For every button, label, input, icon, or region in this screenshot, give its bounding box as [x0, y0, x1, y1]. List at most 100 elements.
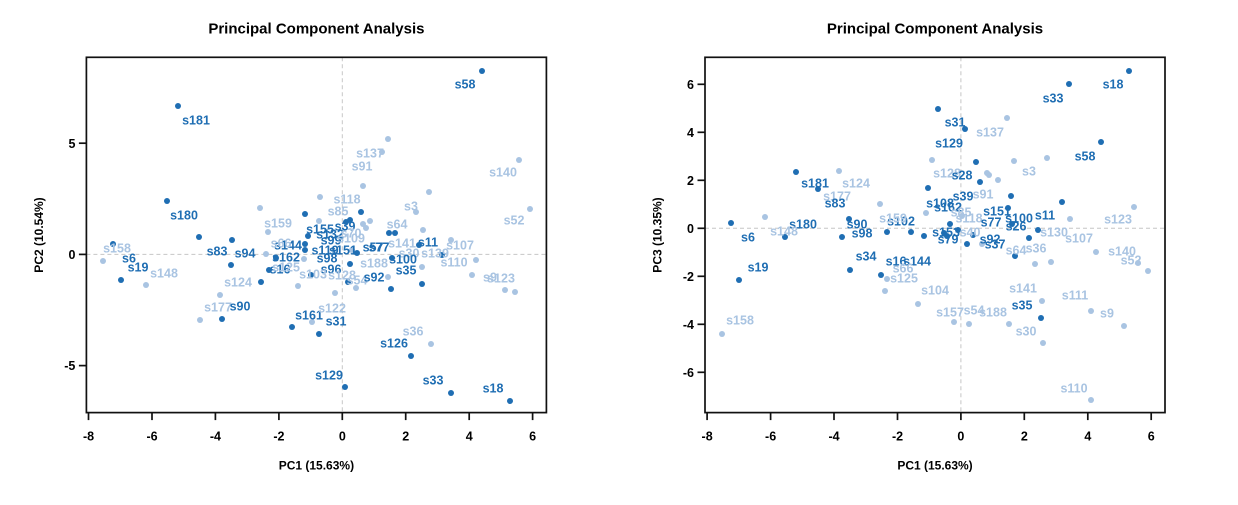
svg-text:s141: s141 — [1009, 282, 1037, 296]
svg-text:s92: s92 — [364, 271, 385, 285]
svg-text:-6: -6 — [146, 430, 157, 444]
svg-text:s148: s148 — [150, 267, 178, 281]
svg-text:s91: s91 — [352, 160, 373, 174]
svg-text:PC1 (15.63%): PC1 (15.63%) — [897, 459, 972, 473]
svg-text:s33: s33 — [423, 374, 444, 388]
svg-text:s9: s9 — [1100, 307, 1114, 321]
svg-text:Principal Component Analysis: Principal Component Analysis — [827, 20, 1043, 37]
svg-text:-5: -5 — [64, 359, 75, 373]
svg-text:s158: s158 — [726, 314, 754, 328]
svg-text:s58: s58 — [455, 78, 476, 92]
svg-text:s34: s34 — [856, 250, 877, 264]
svg-text:s30: s30 — [399, 247, 420, 261]
svg-text:s35: s35 — [396, 264, 417, 278]
svg-text:s83: s83 — [825, 197, 846, 211]
svg-text:s137: s137 — [976, 126, 1004, 140]
svg-text:s118: s118 — [955, 212, 982, 226]
svg-text:s90: s90 — [847, 218, 868, 232]
svg-text:s11: s11 — [418, 236, 438, 250]
svg-text:s188: s188 — [360, 257, 388, 271]
svg-text:6: 6 — [1148, 430, 1155, 444]
svg-text:s77: s77 — [981, 216, 1002, 230]
svg-text:s139: s139 — [421, 247, 449, 261]
svg-text:s151: s151 — [983, 205, 1011, 219]
svg-text:s153: s153 — [932, 226, 960, 240]
svg-text:s39: s39 — [953, 190, 974, 204]
svg-text:s124: s124 — [224, 276, 252, 290]
svg-text:-4: -4 — [683, 318, 694, 332]
svg-text:s161: s161 — [295, 309, 323, 323]
svg-text:s122: s122 — [318, 302, 346, 316]
svg-text:s77: s77 — [369, 241, 390, 255]
svg-text:s16: s16 — [886, 255, 907, 269]
svg-text:s37: s37 — [985, 238, 1006, 252]
svg-text:s132: s132 — [316, 228, 344, 242]
svg-text:s100: s100 — [389, 253, 417, 267]
svg-text:s119: s119 — [311, 244, 338, 258]
svg-text:s30: s30 — [1016, 325, 1037, 339]
svg-text:s70: s70 — [341, 227, 362, 241]
svg-text:s110: s110 — [440, 256, 467, 270]
svg-text:s19: s19 — [748, 261, 769, 275]
svg-text:s52: s52 — [504, 214, 525, 228]
svg-text:s110: s110 — [1060, 382, 1087, 396]
svg-text:s64: s64 — [387, 218, 408, 232]
svg-text:s36: s36 — [1026, 242, 1047, 256]
svg-text:s33: s33 — [1043, 92, 1064, 106]
svg-text:s148: s148 — [770, 225, 798, 239]
svg-text:s39: s39 — [335, 220, 356, 234]
svg-text:s91: s91 — [973, 188, 994, 202]
svg-text:0: 0 — [687, 222, 694, 236]
svg-text:s140: s140 — [1108, 245, 1136, 259]
svg-text:s107: s107 — [446, 239, 474, 253]
svg-text:s130: s130 — [1040, 226, 1068, 240]
svg-text:s111: s111 — [1062, 289, 1088, 303]
svg-text:s100: s100 — [1005, 212, 1033, 226]
svg-text:s16: s16 — [270, 263, 291, 277]
svg-text:s92: s92 — [980, 233, 1001, 247]
svg-text:s85: s85 — [951, 206, 972, 220]
svg-text:s28: s28 — [952, 169, 973, 183]
svg-text:s19: s19 — [128, 261, 149, 275]
svg-text:s125: s125 — [890, 272, 918, 286]
svg-text:s144: s144 — [274, 239, 302, 253]
svg-text:s109: s109 — [337, 232, 365, 246]
svg-text:s18: s18 — [1103, 78, 1124, 92]
svg-text:-2: -2 — [273, 430, 284, 444]
svg-text:s52: s52 — [1121, 254, 1142, 268]
svg-text:s124: s124 — [842, 177, 870, 191]
svg-text:s54: s54 — [964, 304, 985, 318]
svg-text:2: 2 — [402, 430, 409, 444]
svg-text:s26: s26 — [1006, 220, 1027, 234]
svg-text:s108: s108 — [926, 197, 954, 211]
svg-text:s144: s144 — [903, 255, 931, 269]
svg-text:s181: s181 — [801, 177, 829, 191]
svg-text:-6: -6 — [765, 430, 776, 444]
svg-text:s181: s181 — [182, 114, 210, 128]
svg-text:s83: s83 — [207, 245, 228, 259]
svg-text:s31: s31 — [326, 315, 347, 329]
svg-text:4: 4 — [1084, 430, 1091, 444]
svg-text:s180: s180 — [789, 218, 817, 232]
svg-text:s162: s162 — [934, 201, 962, 215]
svg-text:s123: s123 — [487, 272, 515, 286]
svg-text:PC3 (10.35%): PC3 (10.35%) — [651, 197, 665, 272]
svg-text:0: 0 — [957, 430, 964, 444]
svg-text:s94: s94 — [235, 247, 256, 261]
svg-text:s99: s99 — [321, 234, 342, 248]
svg-text:s123: s123 — [1104, 213, 1132, 227]
svg-text:s140: s140 — [489, 166, 517, 180]
svg-text:s31: s31 — [945, 116, 966, 130]
svg-text:s64: s64 — [1006, 244, 1027, 258]
svg-text:s162: s162 — [272, 251, 300, 265]
svg-text:s158: s158 — [103, 242, 131, 256]
svg-text:s128: s128 — [328, 269, 356, 283]
svg-text:2: 2 — [1021, 430, 1028, 444]
svg-text:s141: s141 — [388, 237, 416, 251]
svg-text:s18: s18 — [483, 382, 504, 396]
svg-text:s58: s58 — [1075, 150, 1096, 164]
svg-text:s129: s129 — [935, 137, 963, 151]
svg-text:5: 5 — [68, 137, 75, 151]
svg-text:s85: s85 — [328, 205, 349, 219]
svg-text:-4: -4 — [828, 430, 839, 444]
